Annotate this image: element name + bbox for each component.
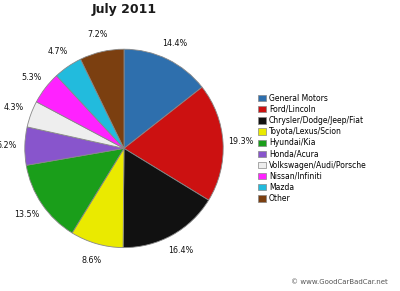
Wedge shape xyxy=(124,49,202,148)
Legend: General Motors, Ford/Lincoln, Chrysler/Dodge/Jeep/Fiat, Toyota/Lexus/Scion, Hyun: General Motors, Ford/Lincoln, Chrysler/D… xyxy=(257,92,368,205)
Wedge shape xyxy=(27,102,124,148)
Text: 13.5%: 13.5% xyxy=(14,210,40,219)
Wedge shape xyxy=(56,59,124,148)
Wedge shape xyxy=(123,148,209,248)
Text: 16.4%: 16.4% xyxy=(168,246,193,255)
Text: 4.3%: 4.3% xyxy=(4,103,24,112)
Text: 8.6%: 8.6% xyxy=(82,256,102,265)
Text: 7.2%: 7.2% xyxy=(88,30,108,39)
Wedge shape xyxy=(72,148,124,248)
Text: 19.3%: 19.3% xyxy=(228,137,254,146)
Text: 6.2%: 6.2% xyxy=(0,141,17,150)
Title: Auto Manufacturer Market Share In Canada
July 2011: Auto Manufacturer Market Share In Canada… xyxy=(0,0,277,16)
Wedge shape xyxy=(36,76,124,148)
Wedge shape xyxy=(25,127,124,165)
Wedge shape xyxy=(80,49,124,148)
Wedge shape xyxy=(26,148,124,233)
Text: 5.3%: 5.3% xyxy=(21,72,42,81)
Text: 14.4%: 14.4% xyxy=(162,39,188,48)
Text: © www.GoodCarBadCar.net: © www.GoodCarBadCar.net xyxy=(291,279,388,285)
Wedge shape xyxy=(124,87,223,200)
Text: 4.7%: 4.7% xyxy=(48,47,68,56)
